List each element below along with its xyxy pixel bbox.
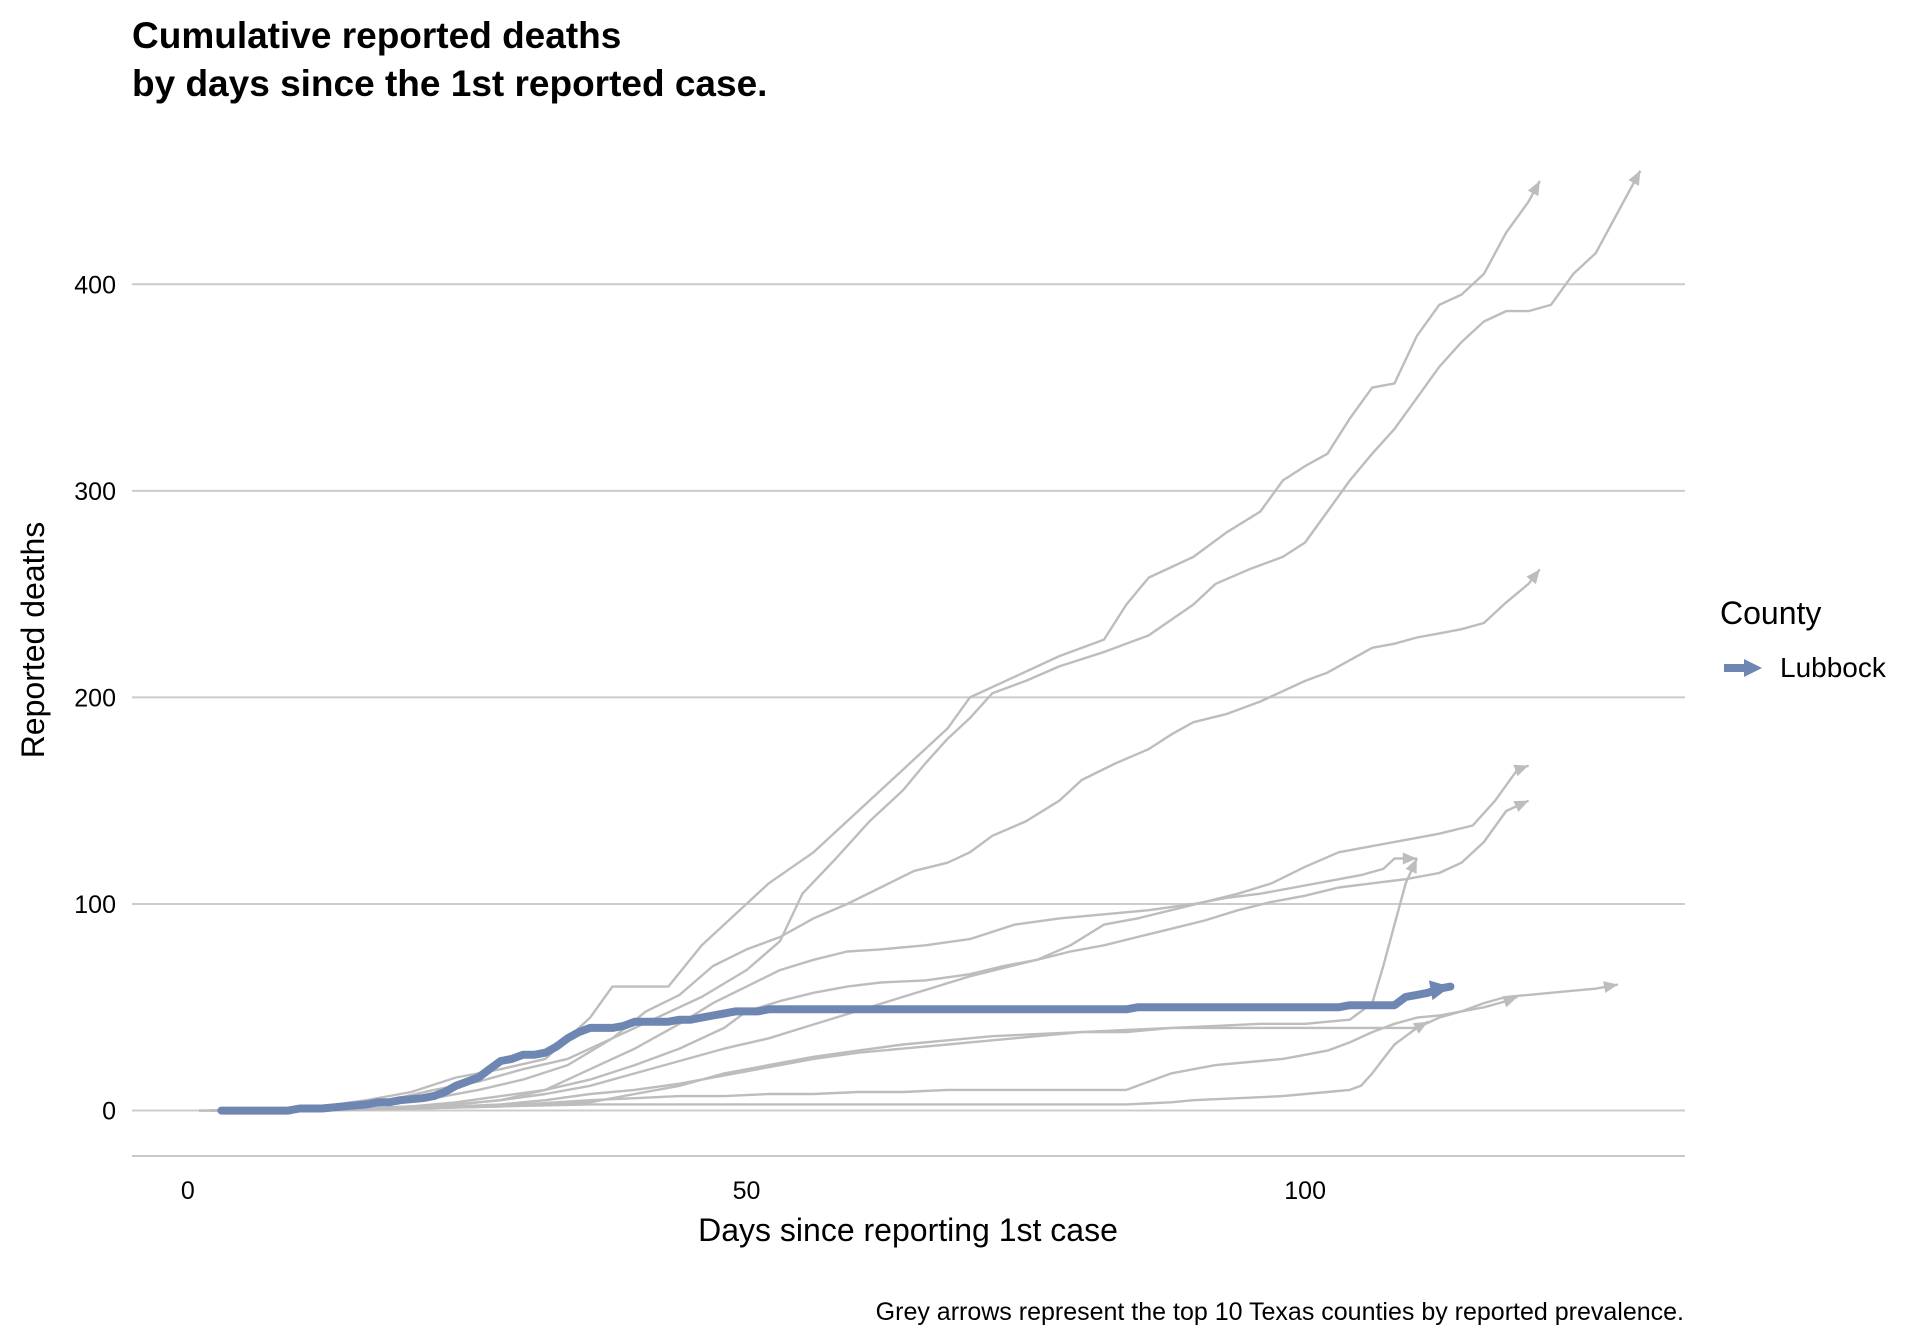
legend-entry: Lubbock	[1724, 652, 1887, 683]
x-axis-ticks: 0 50 100	[181, 1177, 1326, 1205]
series-line	[210, 764, 1530, 1112]
series-arrowhead	[1628, 170, 1641, 186]
series-line	[199, 568, 1541, 1112]
series-other-2	[210, 170, 1642, 1112]
series-line-lubbock	[217, 982, 1455, 1115]
series-other-4	[210, 764, 1530, 1112]
series-line	[210, 995, 1518, 1112]
legend-swatch-arrow	[1744, 659, 1762, 677]
legend-entries: Lubbock	[1724, 652, 1887, 683]
series-other-1	[199, 180, 1541, 1112]
y-tick-label: 200	[74, 684, 116, 712]
y-axis-ticks: 0 100 200 300 400	[74, 271, 116, 1125]
chart-title-line2: by days since the 1st reported case.	[132, 63, 767, 104]
series-arrowhead	[1527, 180, 1540, 197]
series-other-8	[210, 981, 1619, 1112]
series-line	[210, 983, 1619, 1112]
series-arrowhead-lubbock	[1428, 980, 1451, 1001]
series-arrowhead	[1513, 800, 1529, 813]
series-arrowhead	[1502, 996, 1518, 1008]
gridlines	[132, 283, 1685, 1112]
x-tick-label: 0	[181, 1177, 195, 1205]
series-line	[210, 799, 1530, 1112]
x-tick-label: 100	[1284, 1177, 1326, 1205]
series-line	[210, 170, 1642, 1112]
series-other-10	[210, 995, 1518, 1112]
series-arrowhead	[1405, 858, 1417, 874]
y-tick-label: 100	[74, 891, 116, 919]
series-arrowhead	[1513, 764, 1529, 777]
series-line	[210, 857, 1417, 1112]
legend-label: Lubbock	[1780, 652, 1887, 683]
series-other-5	[210, 799, 1530, 1112]
series-arrowhead	[1603, 981, 1618, 993]
series-line	[199, 180, 1541, 1112]
x-axis-label: Days since reporting 1st case	[698, 1212, 1118, 1248]
y-axis-label: Reported deaths	[15, 522, 51, 759]
y-tick-label: 400	[74, 271, 116, 299]
series-lubbock	[217, 980, 1455, 1115]
series-other-6	[210, 852, 1417, 1112]
legend-title: County	[1720, 595, 1821, 631]
y-tick-label: 300	[74, 478, 116, 506]
chart-caption: Grey arrows represent the top 10 Texas c…	[876, 1298, 1684, 1326]
series-other-9	[210, 1020, 1429, 1112]
y-tick-label: 0	[102, 1098, 116, 1126]
series	[199, 170, 1642, 1115]
series-other-3	[199, 568, 1541, 1112]
series-arrowhead	[1526, 569, 1540, 585]
series-arrowhead	[1402, 852, 1417, 865]
chart-title-line1: Cumulative reported deaths	[132, 15, 621, 56]
series-line	[210, 1020, 1429, 1112]
x-tick-label: 50	[733, 1177, 761, 1205]
legend: County Lubbock	[1720, 595, 1887, 683]
